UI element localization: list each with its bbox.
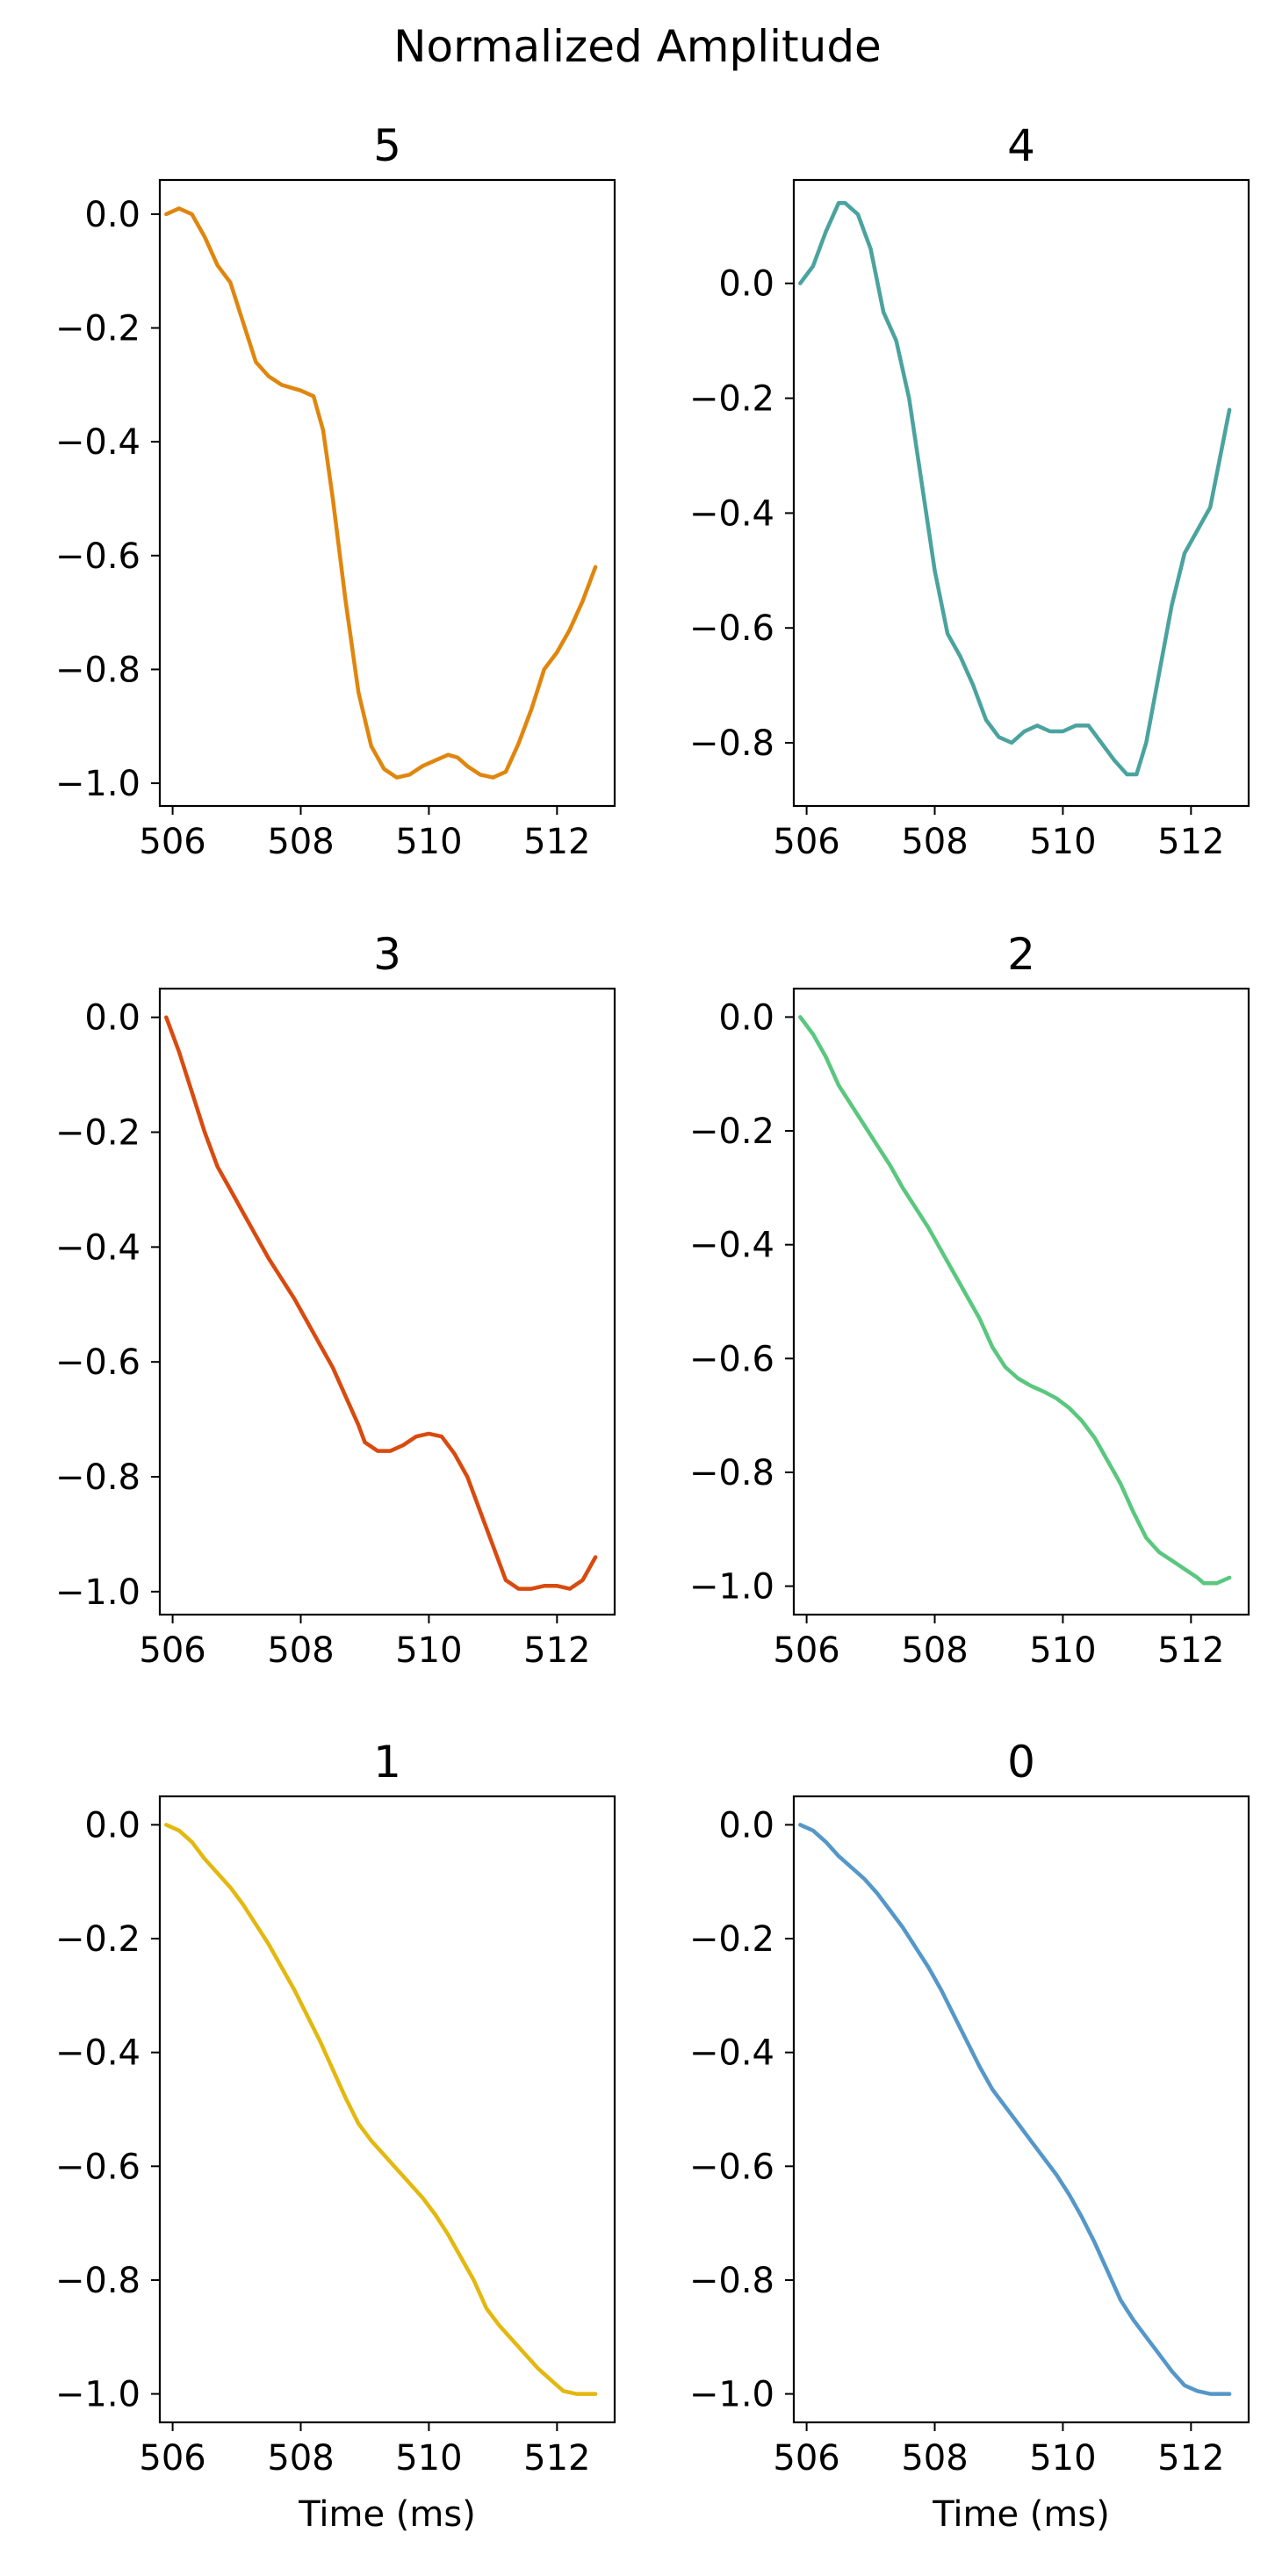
subplot-title: 2 bbox=[1007, 929, 1035, 980]
x-tick-label: 506 bbox=[139, 822, 205, 862]
axes-frame bbox=[792, 987, 1250, 1616]
y-tick-label: −0.2 bbox=[55, 309, 140, 349]
y-tick-label: −0.6 bbox=[55, 536, 140, 577]
subplot-3: 3 506 508 510 512 0.0 −0.2 −0.4 −0.6 −0.8 −1.0 bbox=[55, 929, 616, 1671]
axes-frame bbox=[792, 178, 1250, 808]
y-tick-label: −0.4 bbox=[689, 1226, 774, 1266]
y-tick-label: 0.0 bbox=[84, 195, 140, 235]
axes-frame bbox=[792, 1795, 1250, 2424]
y-tick-label: −0.4 bbox=[55, 422, 140, 463]
x-tick-label: 512 bbox=[1157, 822, 1224, 862]
x-tick-label: 510 bbox=[395, 1630, 462, 1671]
x-tick-label: 508 bbox=[267, 1630, 334, 1671]
series-line bbox=[798, 1823, 1232, 2396]
y-tick-label: 0.0 bbox=[84, 1805, 140, 1846]
subplot-4: 4 506 508 510 512 0.0 −0.2 −0.4 −0.6 −0.8 bbox=[689, 120, 1250, 862]
subplot-2: 2 506 508 510 512 0.0 −0.2 −0.4 −0.6 −0.8 −1.0 bbox=[689, 929, 1250, 1671]
x-tick-label: 506 bbox=[139, 1630, 205, 1671]
subplot-title: 0 bbox=[1007, 1737, 1035, 1788]
y-tick-label: −0.6 bbox=[55, 1342, 140, 1383]
x-tick-label: 506 bbox=[773, 1630, 839, 1671]
x-tick-label: 508 bbox=[901, 822, 968, 862]
x-tick-label: 512 bbox=[1157, 2438, 1224, 2479]
y-tick-label: −0.2 bbox=[689, 1919, 774, 1960]
axes-frame bbox=[158, 178, 616, 808]
x-tick-label: 508 bbox=[267, 822, 334, 862]
subplot-grid: 5 506 508 510 512 0.0 −0.2 −0.4 −0.6 −0.8 −1.0 4 506… bbox=[55, 120, 1250, 2535]
y-tick-label: −1.0 bbox=[55, 1572, 140, 1613]
y-tick-label: −0.8 bbox=[55, 650, 140, 690]
x-tick-label: 512 bbox=[523, 1630, 590, 1671]
subplot-title: 4 bbox=[1007, 120, 1035, 171]
y-tick-label: −0.6 bbox=[689, 1339, 774, 1379]
x-tick-label: 506 bbox=[773, 2438, 839, 2479]
y-tick-label: −0.6 bbox=[689, 608, 774, 649]
y-tick-label: −1.0 bbox=[55, 764, 140, 804]
x-tick-label: 506 bbox=[773, 822, 839, 862]
y-tick-label: −0.8 bbox=[689, 1453, 774, 1493]
x-axis-label: Time (ms) bbox=[932, 2494, 1110, 2535]
series-line bbox=[798, 1015, 1232, 1586]
x-tick-label: 510 bbox=[395, 822, 462, 862]
x-tick-label: 510 bbox=[395, 2438, 462, 2479]
x-tick-label: 510 bbox=[1029, 2438, 1096, 2479]
y-tick-label: 0.0 bbox=[718, 997, 774, 1038]
y-tick-label: 0.0 bbox=[84, 998, 140, 1039]
y-tick-label: −0.4 bbox=[689, 493, 774, 534]
x-axis-label: Time (ms) bbox=[298, 2494, 476, 2535]
subplot-5: 5 506 508 510 512 0.0 −0.2 −0.4 −0.6 −0.8 −1.0 bbox=[55, 120, 616, 862]
subplot-title: 1 bbox=[373, 1737, 401, 1788]
x-tick-label: 510 bbox=[1029, 1630, 1096, 1671]
y-tick-label: −0.8 bbox=[689, 2261, 774, 2301]
series-line bbox=[164, 1015, 598, 1591]
y-tick-label: −0.2 bbox=[689, 379, 774, 420]
x-tick-label: 508 bbox=[901, 2438, 968, 2479]
series-line bbox=[798, 200, 1232, 777]
y-tick-label: −0.2 bbox=[55, 1113, 140, 1154]
axes-frame bbox=[158, 987, 616, 1616]
y-tick-label: −0.4 bbox=[55, 2033, 140, 2074]
y-tick-label: −0.4 bbox=[689, 2033, 774, 2074]
y-tick-label: −1.0 bbox=[689, 2375, 774, 2415]
series-line bbox=[164, 206, 598, 780]
x-tick-label: 508 bbox=[267, 2438, 334, 2479]
subplot-title: 5 bbox=[373, 120, 401, 171]
x-tick-label: 510 bbox=[1029, 822, 1096, 862]
x-tick-label: 512 bbox=[523, 2438, 590, 2479]
series-line bbox=[164, 1823, 598, 2396]
x-tick-label: 508 bbox=[901, 1630, 968, 1671]
x-tick-label: 512 bbox=[1157, 1630, 1224, 1671]
subplot-1: 1 506 508 510 512 0.0 −0.2 −0.4 −0.6 −0.8 −1.0 Time… bbox=[55, 1737, 616, 2535]
y-tick-label: 0.0 bbox=[718, 1805, 774, 1846]
y-tick-label: −0.6 bbox=[689, 2147, 774, 2187]
y-tick-label: −0.6 bbox=[55, 2147, 140, 2187]
subplot-title: 3 bbox=[373, 929, 401, 980]
y-tick-label: −0.2 bbox=[55, 1919, 140, 1960]
y-tick-label: 0.0 bbox=[718, 264, 774, 305]
axes-frame bbox=[158, 1795, 616, 2424]
y-tick-label: −0.2 bbox=[689, 1112, 774, 1152]
y-tick-label: −1.0 bbox=[55, 2375, 140, 2415]
x-tick-label: 506 bbox=[139, 2438, 205, 2479]
y-tick-label: −0.4 bbox=[55, 1227, 140, 1268]
y-tick-label: −0.8 bbox=[689, 723, 774, 764]
subplot-0: 0 506 508 510 512 0.0 −0.2 −0.4 −0.6 −0.8 −1.0 Time… bbox=[689, 1737, 1250, 2535]
y-tick-label: −0.8 bbox=[55, 1457, 140, 1498]
y-tick-label: −0.8 bbox=[55, 2261, 140, 2301]
figure-title: Normalized Amplitude bbox=[393, 21, 882, 72]
x-tick-label: 512 bbox=[523, 822, 590, 862]
y-tick-label: −1.0 bbox=[689, 1567, 774, 1608]
